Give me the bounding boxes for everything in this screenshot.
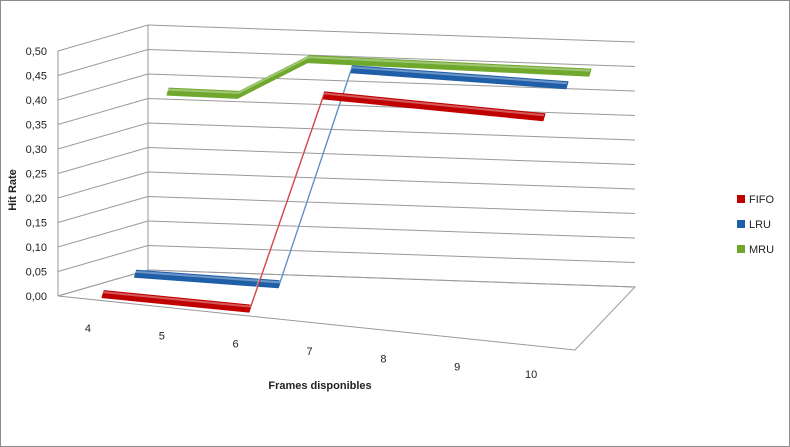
gridline bbox=[57, 244, 636, 272]
gridline bbox=[57, 269, 636, 297]
y-tick-label: 0,15 bbox=[26, 218, 47, 230]
chart-series-layer bbox=[101, 55, 592, 313]
y-tick-label: 0,10 bbox=[26, 242, 47, 254]
legend: FIFO LRU MRU bbox=[737, 194, 774, 256]
chart-floor bbox=[57, 269, 637, 351]
y-tick-label: 0,05 bbox=[26, 267, 47, 279]
series-ribbon-fifo bbox=[101, 91, 546, 313]
gridline bbox=[57, 171, 636, 199]
y-tick-label: 0,35 bbox=[26, 120, 47, 132]
y-tick-label: 0,30 bbox=[26, 144, 47, 156]
x-tick-labels: 4 5 6 7 8 9 10 bbox=[85, 323, 537, 381]
gridline bbox=[57, 97, 636, 125]
y-axis-title: Hit Rate bbox=[7, 169, 19, 211]
y-tick-label: 0,45 bbox=[26, 71, 47, 83]
chart-gridlines bbox=[57, 24, 636, 297]
series-ribbon-mru bbox=[166, 55, 592, 99]
legend-swatch-mru bbox=[737, 245, 745, 253]
gridline bbox=[57, 195, 636, 223]
y-tick-labels: 0,00 0,05 0,10 0,15 0,20 0,25 0,30 0,35 0,40 0,45… bbox=[26, 46, 47, 303]
x-tick-label: 7 bbox=[306, 346, 312, 358]
x-tick-label: 5 bbox=[159, 331, 165, 343]
series-highlight-mru bbox=[167, 56, 591, 94]
gridline bbox=[57, 122, 636, 150]
series-ribbon-lru bbox=[134, 65, 569, 289]
x-axis-title: Frames disponibles bbox=[268, 380, 371, 392]
series-highlight-lru bbox=[135, 66, 568, 284]
gridline bbox=[57, 48, 636, 76]
y-tick-label: 0,40 bbox=[26, 95, 47, 107]
gridline bbox=[57, 73, 636, 101]
x-tick-label: 8 bbox=[380, 354, 386, 366]
x-tick-label: 6 bbox=[233, 338, 239, 350]
x-tick-label: 10 bbox=[525, 369, 537, 381]
legend-label-mru: MRU bbox=[749, 244, 774, 256]
y-tick-label: 0,20 bbox=[26, 193, 47, 205]
y-tick-label: 0,00 bbox=[26, 291, 47, 303]
gridline bbox=[57, 220, 636, 248]
legend-label-lru: LRU bbox=[749, 219, 771, 231]
legend-swatch-fifo bbox=[737, 195, 745, 203]
y-tick-label: 0,25 bbox=[26, 169, 47, 181]
gridline bbox=[57, 146, 636, 174]
series-highlight-fifo bbox=[102, 92, 545, 308]
x-tick-label: 4 bbox=[85, 323, 91, 335]
y-tick-label: 0,50 bbox=[26, 46, 47, 58]
legend-swatch-lru bbox=[737, 220, 745, 228]
x-tick-label: 9 bbox=[454, 361, 460, 373]
gridline bbox=[57, 24, 636, 52]
legend-label-fifo: FIFO bbox=[749, 194, 774, 206]
